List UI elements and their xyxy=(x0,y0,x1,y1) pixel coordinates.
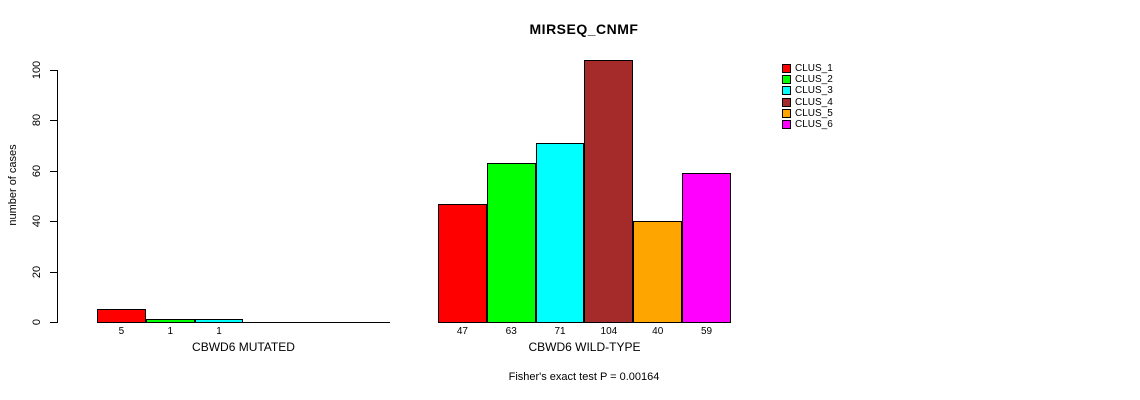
legend-item-clus_2: CLUS_2 xyxy=(782,74,833,85)
y-tick-label: 20 xyxy=(31,265,43,278)
bar-clus_4 xyxy=(584,59,634,323)
bar-value-label: 59 xyxy=(701,326,713,337)
y-tick-label: 100 xyxy=(31,60,43,80)
y-tick xyxy=(50,70,57,71)
group-label: CBWD6 WILD-TYPE xyxy=(528,340,641,354)
legend-label: CLUS_1 xyxy=(795,63,833,75)
legend-label: CLUS_5 xyxy=(795,107,833,119)
legend-swatch-clus_5 xyxy=(782,108,791,118)
bar-clus_3 xyxy=(194,319,244,323)
bar-value-label: 47 xyxy=(456,326,468,337)
y-tick xyxy=(50,170,57,172)
y-tick-label: 60 xyxy=(31,164,43,177)
bar-value-label: 40 xyxy=(652,326,664,337)
bar-clus_2 xyxy=(145,319,195,323)
group-baseline xyxy=(97,322,390,323)
y-tick xyxy=(50,120,57,122)
legend-item-clus_3: CLUS_3 xyxy=(782,85,833,96)
bar-clus_2 xyxy=(486,163,536,323)
legend-item-clus_1: CLUS_1 xyxy=(782,63,833,74)
legend-item-clus_4: CLUS_4 xyxy=(782,97,833,108)
y-axis-label: number of cases xyxy=(7,144,19,226)
y-tick xyxy=(50,271,57,273)
bar-value-label: 5 xyxy=(118,326,125,337)
legend: CLUS_1 CLUS_2 CLUS_3 CLUS_4 CLUS_5 CLUS_6 xyxy=(782,63,833,130)
bar-clus_6 xyxy=(682,173,731,323)
legend-item-clus_5: CLUS_5 xyxy=(782,108,833,119)
chart-title: MIRSEQ_CNMF xyxy=(529,21,639,37)
bar-clus_3 xyxy=(535,143,585,323)
y-tick xyxy=(50,322,57,323)
bar-value-label: 104 xyxy=(600,326,618,337)
fisher-test-note: Fisher's exact test P = 0.00164 xyxy=(508,371,660,383)
legend-swatch-clus_2 xyxy=(782,75,791,85)
bar-value-label: 1 xyxy=(216,326,222,337)
legend-swatch-clus_3 xyxy=(782,86,791,96)
bar-value-label: 63 xyxy=(505,326,517,337)
y-tick-label: 0 xyxy=(31,318,43,326)
legend-swatch-clus_4 xyxy=(782,97,791,107)
legend-swatch-clus_6 xyxy=(782,120,791,130)
bar-clus_1 xyxy=(97,309,146,323)
legend-swatch-clus_1 xyxy=(782,64,791,74)
y-tick xyxy=(50,221,57,223)
group-label: CBWD6 MUTATED xyxy=(192,340,295,354)
bar-clus_5 xyxy=(633,221,683,323)
y-tick-label: 40 xyxy=(31,215,43,228)
bar-value-label: 1 xyxy=(167,326,174,337)
legend-label: CLUS_2 xyxy=(795,74,833,86)
y-tick-label: 80 xyxy=(31,114,43,127)
bar-clus_1 xyxy=(438,203,487,323)
bar-value-label: 71 xyxy=(554,326,566,337)
legend-label: CLUS_6 xyxy=(795,119,833,131)
legend-item-clus_6: CLUS_6 xyxy=(782,119,833,130)
legend-label: CLUS_3 xyxy=(795,85,833,97)
y-axis-line xyxy=(57,70,58,323)
legend-label: CLUS_4 xyxy=(795,96,833,108)
